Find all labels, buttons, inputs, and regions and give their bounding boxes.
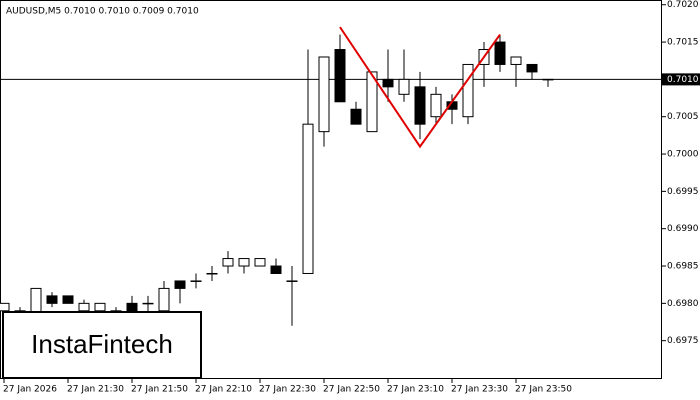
x-tick-label: 27 Jan 22:30 bbox=[259, 385, 316, 395]
x-tick-label: 27 Jan 21:30 bbox=[67, 385, 124, 395]
candle-body bbox=[222, 258, 234, 267]
candle-body bbox=[382, 78, 394, 88]
pattern-line bbox=[339, 26, 501, 149]
candle-body bbox=[462, 63, 474, 118]
candle-body bbox=[318, 56, 330, 133]
current-price-label: 0.7010 bbox=[667, 75, 699, 85]
y-tick-label: 0.6990 bbox=[667, 224, 699, 234]
candle-body bbox=[174, 280, 186, 289]
candle-body bbox=[270, 265, 282, 274]
y-tick-label: 0.7015 bbox=[667, 38, 699, 48]
candle-body bbox=[414, 86, 426, 125]
candle-body bbox=[526, 63, 538, 73]
y-tick-label: 0.6995 bbox=[667, 187, 699, 197]
candle-body bbox=[334, 49, 346, 103]
y-tick-label: 0.6980 bbox=[667, 299, 699, 309]
logo: InstaFintech bbox=[31, 329, 173, 359]
candle-body bbox=[62, 295, 74, 304]
candle-body bbox=[542, 78, 554, 81]
candle-body bbox=[0, 302, 10, 312]
candle-body bbox=[366, 71, 378, 133]
x-tick-label: 27 Jan 21:50 bbox=[131, 385, 188, 395]
current-price-box bbox=[662, 73, 700, 86]
candle-body bbox=[190, 280, 202, 282]
chart-header: AUDUSD,M5 0.7010 0.7010 0.7009 0.7010 bbox=[6, 7, 199, 17]
x-tick-label: 27 Jan 23:50 bbox=[515, 385, 572, 395]
candle-body bbox=[510, 56, 522, 65]
candle-body bbox=[142, 302, 154, 305]
candle-body bbox=[238, 258, 250, 267]
candle-body bbox=[126, 302, 138, 312]
candle-body bbox=[158, 287, 170, 312]
candle-body bbox=[46, 295, 58, 304]
candle-body bbox=[254, 258, 266, 267]
x-tick-label: 27 Jan 23:30 bbox=[451, 385, 508, 395]
y-tick-label: 0.7000 bbox=[667, 150, 699, 160]
x-tick-label: 27 Jan 22:50 bbox=[323, 385, 380, 395]
candle-body bbox=[350, 108, 362, 125]
y-tick-label: 0.7020 bbox=[667, 0, 699, 10]
candle-body bbox=[398, 78, 410, 95]
x-tick-label: 27 Jan 23:10 bbox=[387, 385, 444, 395]
candle-body bbox=[286, 280, 298, 282]
x-tick-label: 27 Jan 2026 bbox=[3, 385, 57, 395]
candle-body bbox=[302, 123, 314, 274]
x-tick-label: 27 Jan 22:10 bbox=[195, 385, 252, 395]
y-tick-label: 0.6975 bbox=[667, 336, 699, 346]
candle-body bbox=[206, 272, 218, 275]
y-tick-label: 0.6985 bbox=[667, 262, 699, 272]
candle-body bbox=[430, 93, 442, 118]
candle-body bbox=[494, 41, 506, 65]
logo-box bbox=[2, 311, 202, 379]
candle-body bbox=[94, 302, 106, 312]
candle-body bbox=[78, 302, 90, 312]
y-tick-label: 0.7005 bbox=[667, 112, 699, 122]
